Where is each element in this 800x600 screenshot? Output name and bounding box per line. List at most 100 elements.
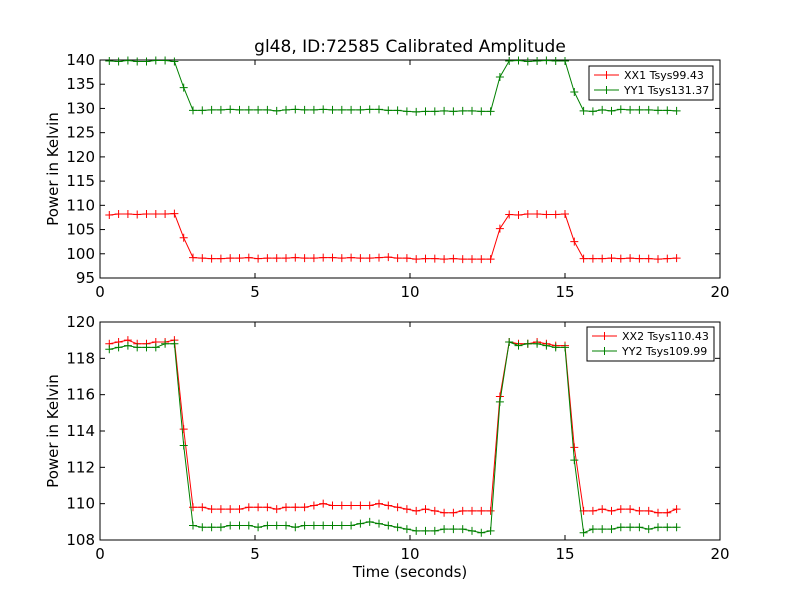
- legend-marker: [600, 332, 609, 340]
- data-point: [486, 526, 495, 535]
- y-tick-label: 105: [66, 221, 95, 239]
- data-point: [189, 521, 197, 530]
- data-point: [495, 397, 504, 406]
- data-point: [375, 499, 383, 508]
- legend-2: XX2 Tsys110.43 YY2 Tsys109.99: [586, 326, 715, 362]
- data-point: [430, 107, 439, 116]
- data-point: [588, 107, 597, 116]
- data-point: [365, 501, 374, 510]
- data-point: [402, 254, 411, 263]
- data-point: [207, 505, 216, 514]
- data-point: [468, 506, 476, 515]
- data-point: [523, 57, 532, 66]
- data-point: [402, 107, 411, 116]
- data-point: [616, 523, 625, 532]
- data-point: [477, 528, 486, 537]
- data-point: [551, 343, 560, 352]
- data-point: [468, 255, 476, 264]
- data-point: [644, 506, 653, 515]
- data-point: [263, 254, 272, 263]
- data-point: [356, 501, 365, 510]
- y-tick-label: 120: [66, 313, 95, 331]
- data-point: [626, 105, 635, 114]
- data-point: [458, 525, 467, 534]
- data-point: [495, 72, 504, 81]
- data-point: [598, 525, 607, 534]
- data-point: [114, 57, 123, 66]
- data-point: [151, 210, 160, 219]
- y-ticks-2: 108 110 112 114 116 118 120: [66, 313, 720, 549]
- data-point: [663, 523, 672, 532]
- data-point: [505, 337, 514, 346]
- y-tick-label: 116: [66, 386, 95, 404]
- data-point: [598, 254, 607, 263]
- data-point: [384, 106, 393, 115]
- data-point: [533, 339, 542, 348]
- data-point: [579, 106, 588, 115]
- data-point: [393, 503, 402, 512]
- data-point: [309, 501, 318, 510]
- data-point: [514, 211, 523, 220]
- data-point: [440, 525, 449, 534]
- data-point: [263, 503, 272, 512]
- x-tick-label: 20: [710, 283, 729, 301]
- data-point: [672, 106, 681, 115]
- data-point: [412, 526, 421, 535]
- data-point: [486, 107, 495, 116]
- data-point: [384, 521, 393, 530]
- data-point: [468, 106, 476, 115]
- data-point: [142, 210, 151, 219]
- data-point: [235, 521, 244, 530]
- data-point: [123, 210, 132, 219]
- data-point: [226, 521, 235, 530]
- legend-marker: [602, 86, 611, 94]
- data-point: [635, 506, 644, 515]
- data-point: [533, 56, 542, 65]
- data-point: [626, 523, 635, 532]
- data-point: [244, 253, 253, 262]
- y-ticks-1: 95 100 105 110 115 120 125 130 135 140: [66, 51, 720, 287]
- y-tick-label: 100: [66, 245, 95, 263]
- x-ticks-2: 0 5 10 15 20: [95, 322, 730, 563]
- data-point: [449, 508, 458, 517]
- data-point: [384, 253, 393, 262]
- data-point: [421, 526, 430, 535]
- data-point: [300, 521, 309, 530]
- data-point: [672, 505, 681, 514]
- x-ticks-1: 0 5 10 15 20: [95, 60, 730, 301]
- data-point: [263, 521, 272, 530]
- plots: 0 5 10 15 2095100105110115120125130135140Pow…: [44, 51, 730, 581]
- data-point: [486, 255, 495, 264]
- data-point: [328, 253, 337, 262]
- x-tick-label: 5: [250, 283, 260, 301]
- data-point: [440, 508, 449, 517]
- data-point: [189, 503, 197, 512]
- data-point: [607, 525, 616, 534]
- data-point: [179, 425, 188, 434]
- x-tick-label: 10: [400, 545, 419, 563]
- data-point: [189, 106, 197, 115]
- data-point: [514, 341, 523, 350]
- data-point: [449, 107, 458, 116]
- data-point: [309, 521, 318, 530]
- data-point: [468, 526, 476, 535]
- data-point: [421, 505, 430, 514]
- data-point: [495, 224, 504, 233]
- data-point: [440, 106, 449, 115]
- legend-marker: [600, 347, 609, 355]
- data-point: [551, 210, 560, 219]
- data-point: [626, 254, 635, 263]
- x-tick-label: 0: [95, 545, 105, 563]
- data-point: [291, 253, 300, 262]
- data-point: [254, 105, 263, 114]
- data-point: [114, 343, 123, 352]
- data-point: [523, 210, 532, 219]
- data-point: [309, 254, 318, 263]
- data-point: [477, 255, 486, 264]
- data-point: [300, 105, 309, 114]
- x-tick-label: 20: [710, 545, 729, 563]
- data-point: [672, 523, 681, 532]
- data-point: [282, 503, 290, 512]
- data-point: [216, 505, 225, 514]
- y-tick-label: 108: [66, 531, 95, 549]
